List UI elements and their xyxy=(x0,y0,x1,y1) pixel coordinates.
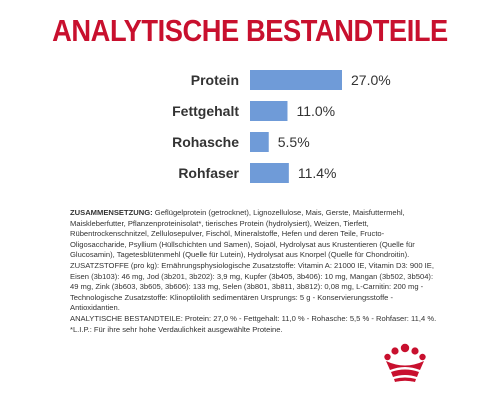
composition-paragraph: ZUSAMMENSETZUNG: Geflügelprotein (getroc… xyxy=(70,208,438,261)
nutrient-bar-chart: Protein 27.0% Fettgehalt 11.0% Rohasche 5.5% R… xyxy=(172,70,391,183)
additives-paragraph: ZUSATZSTOFFE (pro kg): Ernährungsphysiol… xyxy=(70,261,438,314)
value-label-fettgehalt: 11.0% xyxy=(296,103,335,119)
additives-label: ZUSATZSTOFFE xyxy=(70,260,129,270)
composition-text-block: ZUSAMMENSETZUNG: Geflügelprotein (getroc… xyxy=(70,208,438,335)
category-label-rohasche: Rohasche xyxy=(172,134,239,150)
analytical-label: ANALYTISCHE BESTANDTEILE xyxy=(70,313,181,323)
analytical-text: : Protein: 27,0 % - Fettgehalt: 11,0 % -… xyxy=(180,313,437,323)
value-label-protein: 27.0% xyxy=(351,72,391,88)
composition-text: Geflügelprotein (getrocknet), Lignozellu… xyxy=(70,208,415,260)
crown-logo-icon xyxy=(384,343,426,382)
lip-note: *L.I.P.: Für ihre sehr hohe Verdaulichke… xyxy=(70,324,283,334)
additives-text: (pro kg): Ernährungsphysiologische Zusat… xyxy=(70,260,434,313)
value-label-rohfaser: 11.4% xyxy=(298,165,337,181)
bar-fettgehalt xyxy=(250,101,288,121)
bar-rohfaser xyxy=(250,163,289,183)
value-label-rohasche: 5.5% xyxy=(278,134,310,150)
page-title: ANALYTISCHE BESTANDTEILE xyxy=(52,13,448,48)
composition-label: ZUSAMMENSETZUNG: xyxy=(70,208,153,217)
bar-protein xyxy=(250,70,342,90)
category-label-fettgehalt: Fettgehalt xyxy=(172,103,239,119)
category-label-rohfaser: Rohfaser xyxy=(178,165,239,181)
analytical-paragraph: ANALYTISCHE BESTANDTEILE: Protein: 27,0 … xyxy=(70,314,438,325)
bar-rohasche xyxy=(250,132,269,152)
category-label-protein: Protein xyxy=(191,72,239,88)
